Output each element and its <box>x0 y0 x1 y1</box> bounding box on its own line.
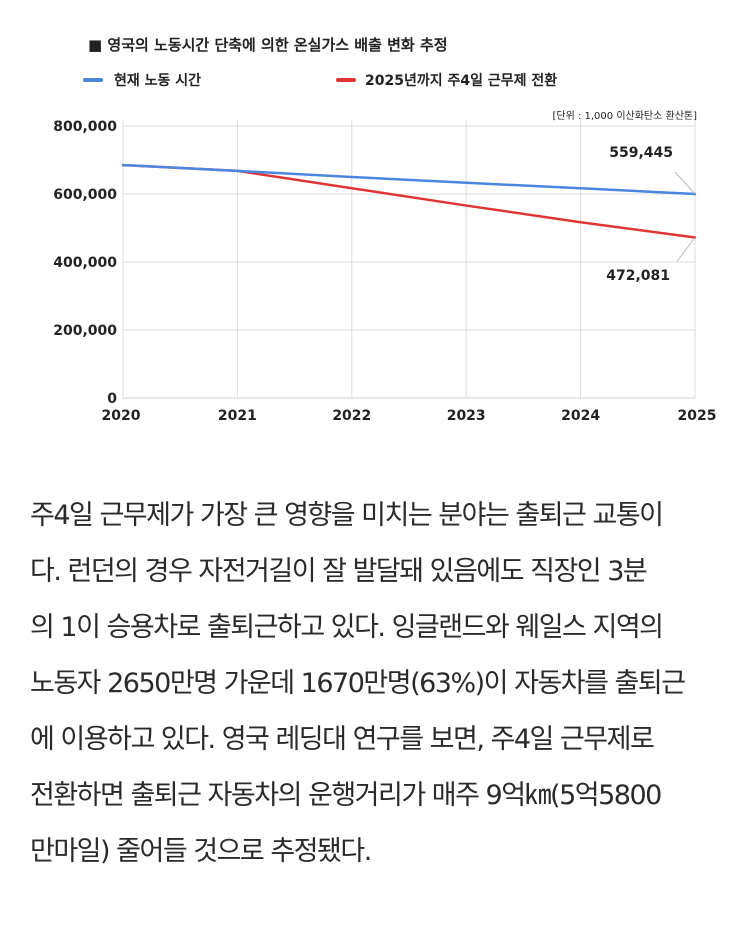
chart-canvas: ■ 영국의 노동시간 단축에 의한 온실가스 배출 변화 추정 현재 노동 시간… <box>53 36 716 424</box>
annotation-label: 472,081 <box>606 268 670 284</box>
article-line: 주4일 근무제가 가장 큰 영향을 미치는 분야는 출퇴근 교통이 <box>30 500 664 531</box>
legend-label-four-day: 2025년까지 주4일 근무제 전환 <box>365 72 557 89</box>
x-tick-label: 2021 <box>218 408 257 424</box>
series-line-1 <box>121 163 697 239</box>
chart-title: ■ 영국의 노동시간 단축에 의한 온실가스 배출 변화 추정 <box>88 36 448 54</box>
x-tick-label: 2020 <box>102 408 141 424</box>
x-tick-label: 2022 <box>332 408 371 424</box>
article-line: 에 이용하고 있다. 영국 레딩대 연구를 보면, 주4일 근무제로 <box>30 724 655 755</box>
x-tick-label: 2023 <box>447 408 486 424</box>
y-tick-label: 200,000 <box>53 323 117 339</box>
article-line: 전환하면 출퇴근 자동차의 운행거리가 매주 9억㎞(5억5800 <box>30 780 662 811</box>
chart-legend: 현재 노동 시간 2025년까지 주4일 근무제 전환 <box>83 72 557 89</box>
article-line: 다. 런던의 경우 자전거길이 잘 발달돼 있음에도 직장인 3분 <box>30 556 648 587</box>
series-line-0 <box>121 163 697 196</box>
article-line: 노동자 2650만명 가운데 1670만명(63%)이 자동차를 출퇴근 <box>30 668 686 699</box>
article-line: 만마일) 줄어들 것으로 추정됐다. <box>30 836 372 867</box>
y-tick-label: 0 <box>107 391 117 407</box>
y-tick-label: 400,000 <box>53 255 117 271</box>
article-line: 의 1이 승용차로 출퇴근하고 있다. 잉글랜드와 웨일스 지역의 <box>30 612 664 643</box>
emissions-chart: ■ 영국의 노동시간 단축에 의한 온실가스 배출 변화 추정 현재 노동 시간… <box>0 0 750 440</box>
unit-note: [단위 : 1,000 이산화탄소 환산톤] <box>552 109 697 122</box>
annotation-label: 559,445 <box>609 145 673 161</box>
y-tick-label: 600,000 <box>53 187 117 203</box>
x-tick-label: 2024 <box>561 408 600 424</box>
y-tick-label: 800,000 <box>53 119 117 135</box>
annotation-leader <box>676 237 696 262</box>
x-tick-label: 2025 <box>678 408 717 424</box>
annotation-leader <box>674 171 696 195</box>
legend-label-current: 현재 노동 시간 <box>114 72 201 89</box>
